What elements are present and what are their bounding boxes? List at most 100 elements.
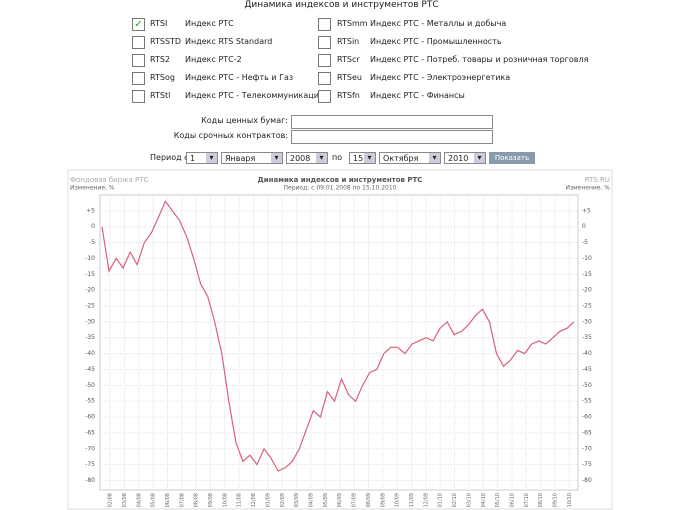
x-tick-label: 09/08 (208, 493, 214, 507)
x-tick-label: 08/08 (194, 493, 200, 507)
y-tick-label-right: -35 (582, 334, 592, 341)
checkbox[interactable] (132, 72, 145, 85)
y-tick-label: -50 (85, 382, 95, 389)
y-tick-label: -65 (85, 429, 95, 436)
y-tick-label-right: -30 (582, 318, 592, 325)
checkbox-label: Индекс РТС - Нефть и Газ (185, 73, 294, 82)
x-tick-label: 08/09 (366, 493, 372, 507)
x-tick-label: 08/10 (538, 493, 544, 507)
x-tick-label: 10/08 (222, 493, 228, 507)
y-tick-label-right: -50 (582, 382, 592, 389)
x-tick-label: 02/10 (452, 493, 458, 507)
x-tick-label: 09/10 (553, 493, 559, 507)
x-tick-label: 02/08 (108, 493, 114, 507)
from-month[interactable]: Января (221, 152, 283, 164)
chart-site: RTS.RU (585, 176, 610, 184)
y-tick-label: -10 (85, 255, 95, 262)
checkbox[interactable]: ✓ (132, 18, 145, 31)
y-tick-label: -25 (85, 303, 95, 310)
page-title: Динамика индексов и инструментов РТС (244, 0, 439, 10)
x-tick-label: 12/09 (423, 493, 429, 507)
y-tick-label-right: -15 (582, 271, 592, 278)
checkbox[interactable] (318, 18, 331, 31)
chart-frame (67, 169, 613, 510)
y-tick-label-right: -60 (582, 414, 592, 421)
y-tick-label: -75 (85, 461, 95, 468)
checkbox-code: RTSfn (337, 91, 360, 100)
checkbox[interactable] (132, 90, 145, 103)
y-tick-label: -5 (89, 239, 95, 246)
checkbox[interactable] (132, 54, 145, 67)
from-year[interactable]: 2008 (286, 152, 328, 164)
y-tick-label-right: -25 (582, 303, 592, 310)
show-button[interactable]: Показать (489, 152, 535, 164)
checkbox-code: RTSog (150, 73, 175, 82)
y-tick-label: -40 (85, 350, 95, 357)
y-tick-label: -80 (85, 477, 95, 484)
y-tick-label-right: -20 (582, 287, 592, 294)
checkbox[interactable] (318, 54, 331, 67)
to-day[interactable]: 15 (349, 152, 376, 164)
y-tick-label-right: -80 (582, 477, 592, 484)
checkbox[interactable] (318, 36, 331, 49)
checkbox[interactable] (318, 90, 331, 103)
checkbox-label: Индекс РТС-2 (185, 55, 242, 64)
checkbox[interactable] (318, 72, 331, 85)
x-tick-label: 11/09 (409, 493, 415, 507)
y-tick-label-right: -10 (582, 255, 592, 262)
y-tick-label-right: -75 (582, 461, 592, 468)
y-axis-label: Изменение, % (70, 185, 115, 192)
checkbox-label: Индекс РТС - Потреб. товары и розничная … (370, 55, 589, 64)
y-tick-label: -45 (85, 366, 95, 373)
chart-subtitle: Период: с 09.01.2008 по 15.10.2010 (284, 185, 397, 192)
x-tick-label: 05/08 (151, 493, 157, 507)
y-tick-label-right: -40 (582, 350, 592, 357)
x-tick-label: 04/08 (136, 493, 142, 507)
x-tick-label: 06/10 (509, 493, 515, 507)
x-tick-label: 03/08 (122, 493, 128, 507)
plot-area (99, 194, 579, 491)
checkbox-code: RTScr (337, 55, 360, 64)
x-tick-label: 04/09 (309, 493, 315, 507)
y-tick-label: 0 (91, 223, 95, 230)
checkbox-code: RTSI (150, 19, 168, 28)
y-tick-label: -20 (85, 287, 95, 294)
to-year[interactable]: 2010 (444, 152, 486, 164)
checkbox-label: Индекс RTS Standard (185, 37, 273, 46)
checkbox-label: Индекс РТС (185, 19, 234, 28)
securities-label: Коды ценных бумаг: (201, 116, 288, 125)
y-tick-label: -30 (85, 318, 95, 325)
checkbox-code: RTS2 (150, 55, 171, 64)
contracts-label: Коды срочных контрактов: (173, 131, 288, 140)
y-tick-label-right: -5 (582, 239, 588, 246)
to-month[interactable]: Октября (379, 152, 441, 164)
x-tick-label: 03/09 (294, 493, 300, 507)
x-tick-label: 10/09 (395, 493, 401, 507)
y-tick-label: -55 (85, 398, 95, 405)
y-tick-label: +5 (86, 207, 95, 214)
checkbox[interactable] (132, 36, 145, 49)
x-tick-label: 01/09 (265, 493, 271, 507)
x-tick-label: 07/09 (352, 493, 358, 507)
y-tick-label: -15 (85, 271, 95, 278)
y-tick-label-right: -70 (582, 445, 592, 452)
x-tick-label: 02/09 (280, 493, 286, 507)
checkbox-label: Индекс РТС - Электроэнергетика (370, 73, 511, 82)
x-tick-label: 07/10 (524, 493, 530, 507)
y-tick-label-right: -45 (582, 366, 592, 373)
from-day[interactable]: 1 (186, 152, 218, 164)
x-tick-label: 06/08 (165, 493, 171, 507)
checkbox-code: RTSeu (337, 73, 362, 82)
x-tick-label: 10/10 (567, 493, 573, 507)
contracts-input[interactable] (291, 130, 493, 144)
securities-input[interactable] (291, 115, 493, 129)
y-tick-label-right: -65 (582, 429, 592, 436)
y-tick-label-right: -55 (582, 398, 592, 405)
chart-title: Динамика индексов и инструментов РТС (258, 176, 423, 184)
x-tick-label: 11/08 (237, 493, 243, 507)
y-tick-label: -70 (85, 445, 95, 452)
x-tick-label: 04/10 (481, 493, 487, 507)
checkbox-code: RTSin (337, 37, 360, 46)
chart-source: Фондовая биржа РТС (70, 176, 148, 184)
